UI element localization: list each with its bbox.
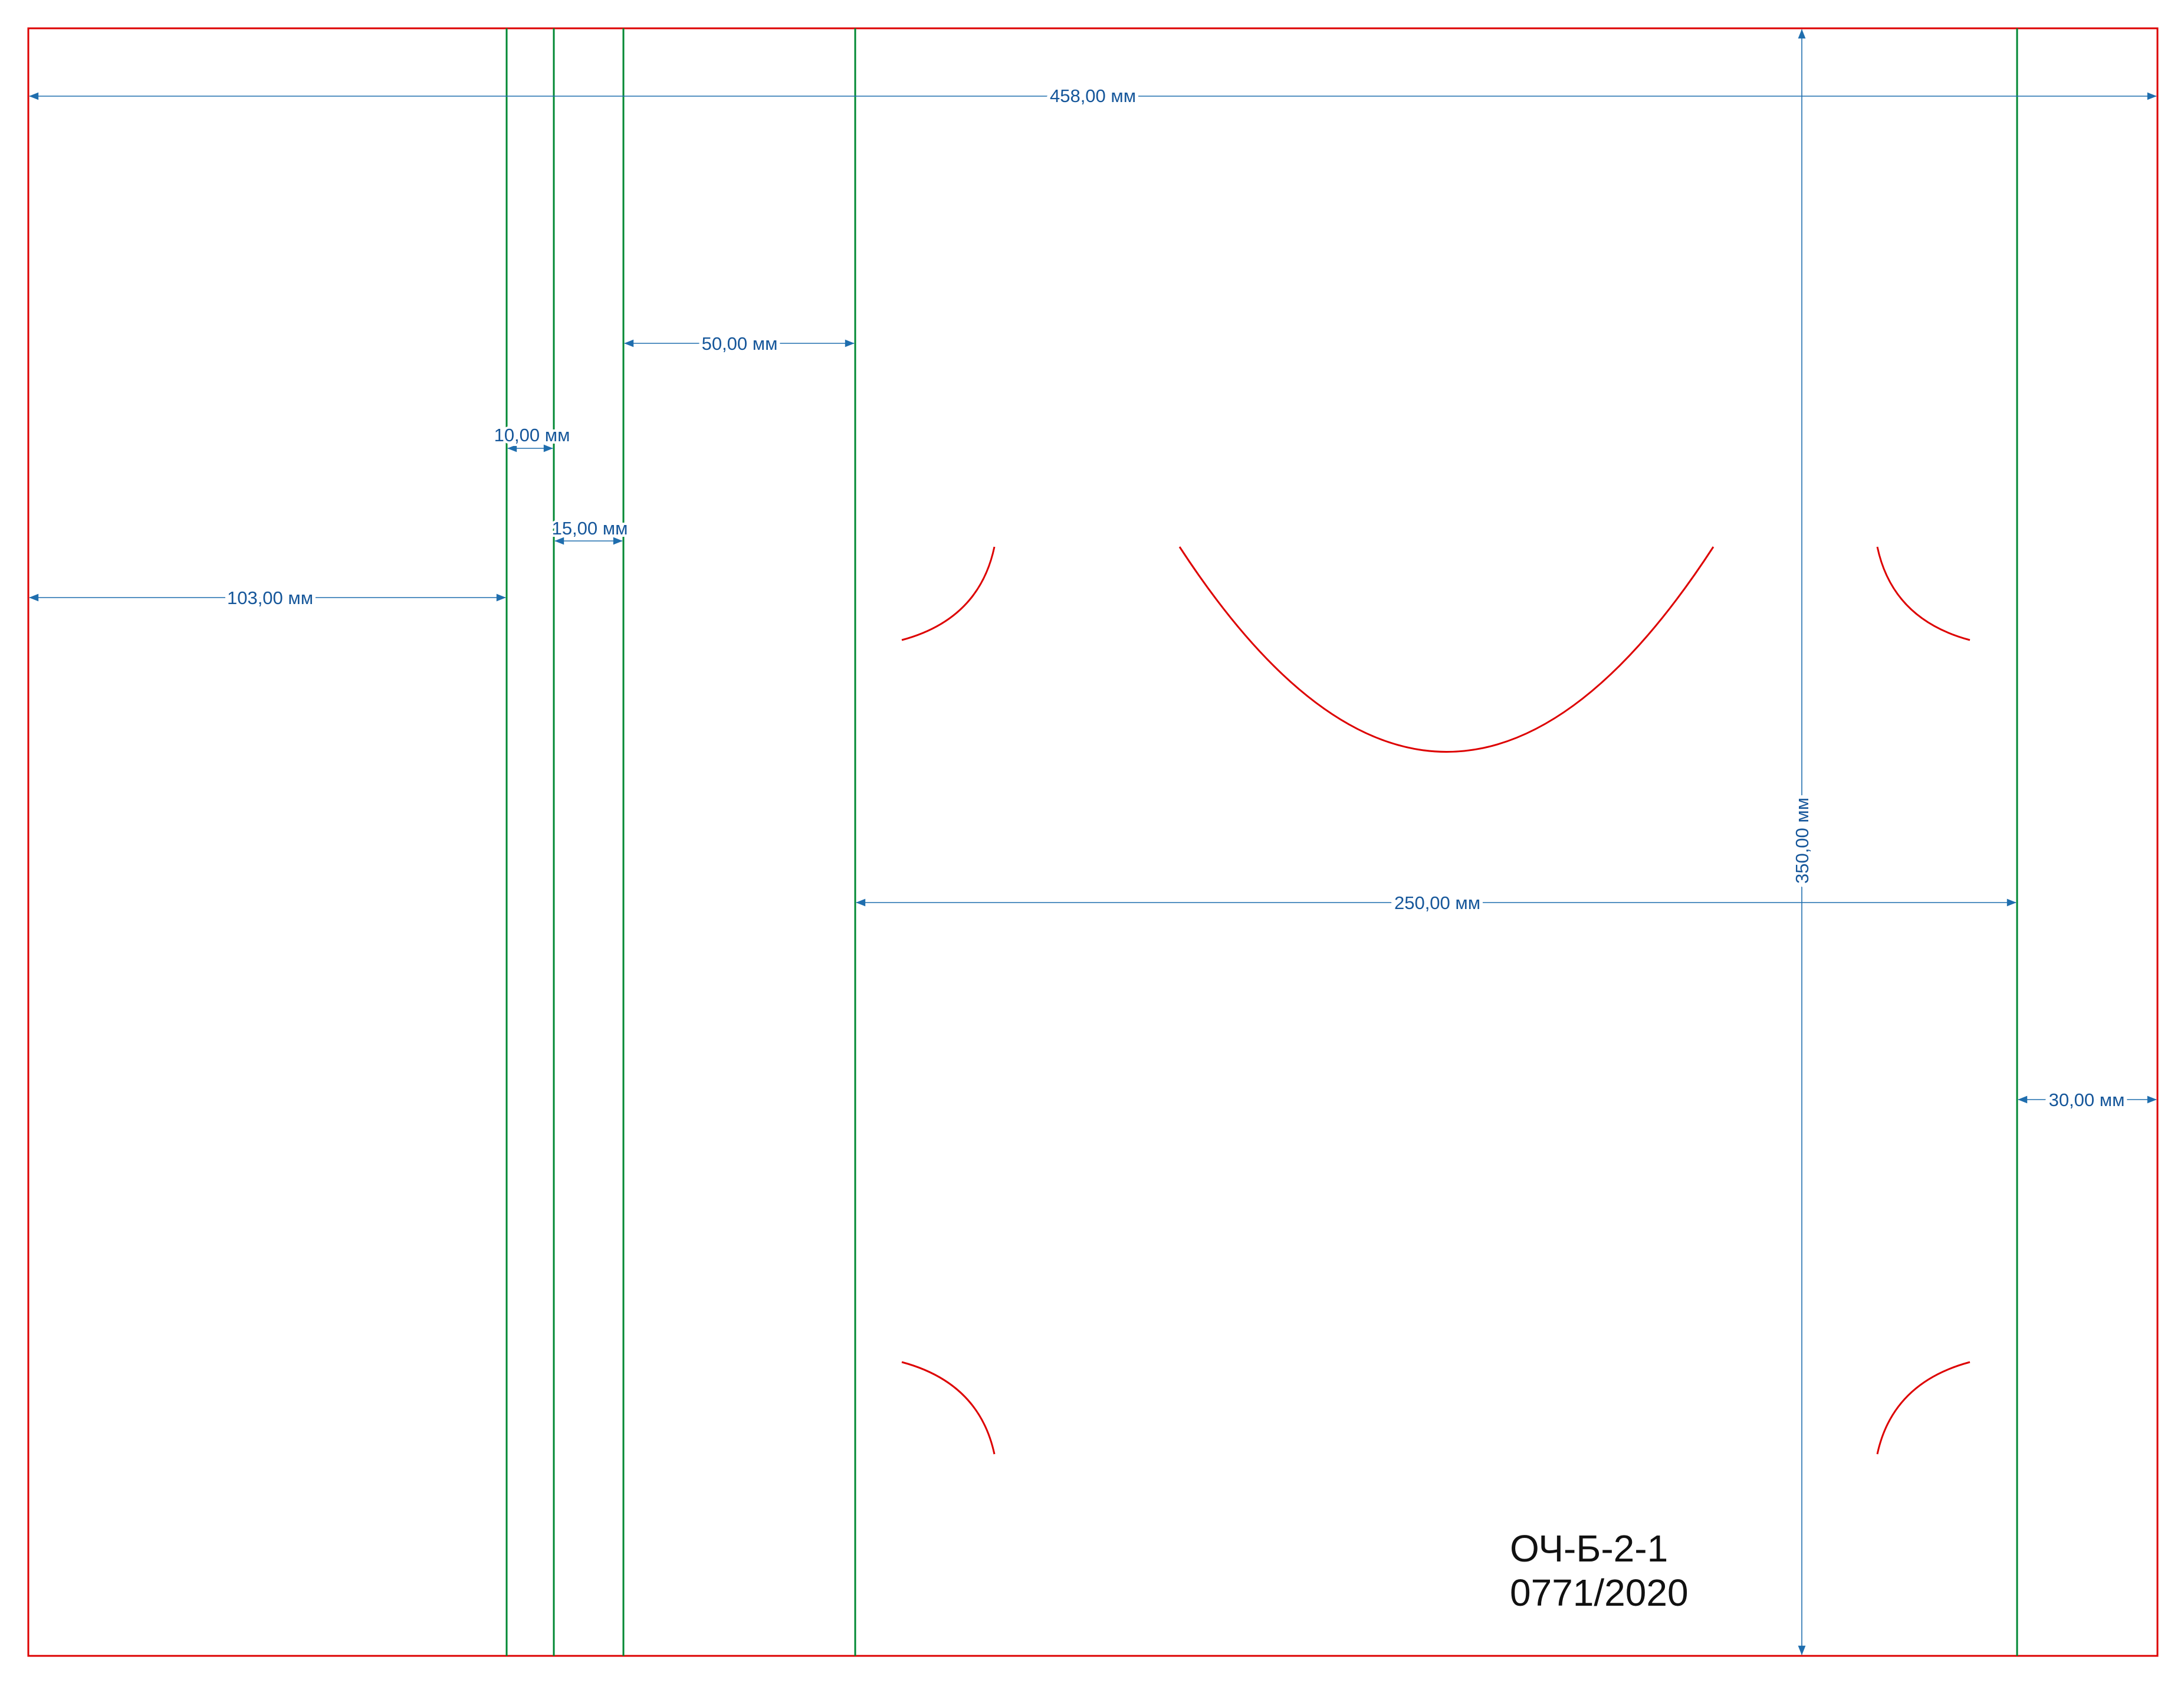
product-labels: ОЧ-Б-2-1 0771/2020: [1510, 1527, 1689, 1614]
dimension-labels: 458,00 мм 103,00 мм 10,00 мм 15,00 мм 50…: [224, 82, 2128, 1114]
dim-label-spine-flap: 50,00 мм: [702, 333, 778, 354]
dim-label-right-flap: 30,00 мм: [2049, 1090, 2125, 1110]
product-code: ОЧ-Б-2-1: [1510, 1527, 1668, 1570]
corner-slot-top-left: [901, 546, 996, 641]
corner-slot-bottom-left: [901, 1361, 996, 1455]
corner-slot-bottom-right: [1876, 1361, 1970, 1455]
dimension-lines: [29, 29, 2157, 1655]
product-number: 0771/2020: [1510, 1572, 1689, 1614]
center-thumb-cut: [1178, 546, 1715, 753]
corner-slot-top-right: [1876, 546, 1970, 641]
dim-label-total-width: 458,00 мм: [1050, 86, 1136, 106]
dim-label-left-panel: 103,00 мм: [227, 588, 313, 608]
outer-cut-outline: [27, 27, 2159, 1657]
cut-arcs: [901, 546, 1970, 1455]
fold-lines: [505, 28, 2018, 1656]
dim-label-gap-1: 10,00 мм: [494, 425, 570, 445]
dim-label-front-panel: 250,00 мм: [1394, 893, 1480, 913]
dim-label-height: 350,00 мм: [1792, 798, 1812, 884]
dim-label-gap-2: 15,00 мм: [552, 518, 628, 539]
